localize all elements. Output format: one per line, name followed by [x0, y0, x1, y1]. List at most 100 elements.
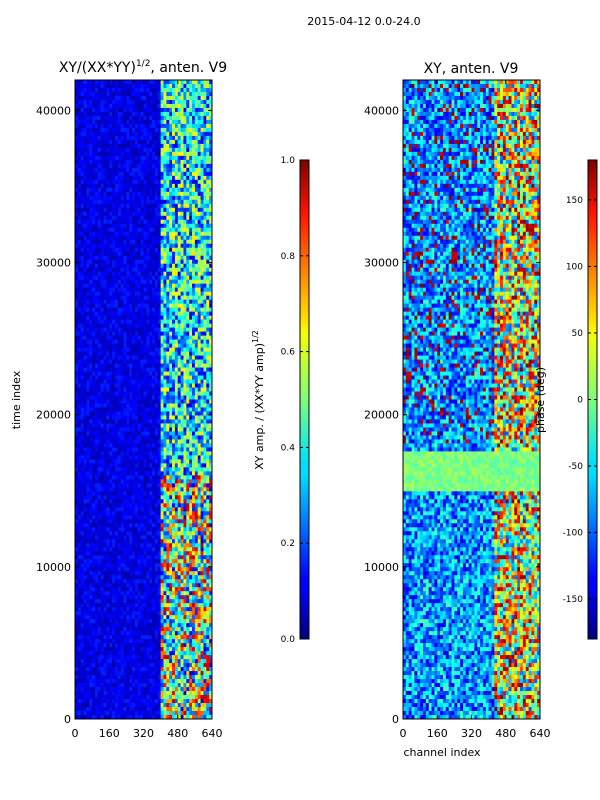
heatmap-cell: [103, 339, 107, 344]
heatmap-cell: [197, 291, 201, 297]
heatmap-cell: [149, 267, 153, 273]
heatmap-cell: [109, 95, 113, 101]
heatmap-cell: [192, 227, 196, 233]
heatmap-cell: [160, 387, 164, 392]
heatmap-cell: [100, 455, 104, 460]
heatmap-cell: [172, 195, 176, 201]
heatmap-cell: [160, 171, 164, 177]
heatmap-cell: [154, 379, 159, 384]
heatmap-cell: [154, 407, 159, 412]
heatmap-cell: [77, 191, 82, 197]
heatmap-cell: [183, 131, 187, 137]
heatmap-cell: [89, 451, 93, 456]
heatmap-cell: [134, 211, 139, 217]
heatmap-cell: [106, 271, 110, 277]
heatmap-cell: [132, 455, 136, 460]
heatmap-cell: [166, 95, 170, 101]
heatmap-cell: [166, 151, 170, 157]
heatmap-cell: [86, 471, 90, 476]
heatmap-cell: [166, 463, 170, 468]
heatmap-cell: [169, 319, 173, 325]
heatmap-cell: [126, 323, 130, 329]
heatmap-cell: [169, 99, 173, 105]
heatmap-cell: [157, 491, 162, 496]
heatmap-cell: [183, 479, 187, 484]
heatmap-cell: [94, 371, 99, 376]
heatmap-cell: [194, 231, 199, 237]
heatmap-cell: [83, 315, 87, 321]
heatmap-cell: [186, 127, 190, 133]
heatmap-cell: [194, 219, 199, 225]
heatmap-cell: [209, 231, 213, 237]
heatmap-cell: [157, 363, 162, 368]
heatmap-cell: [97, 251, 102, 257]
heatmap-cell: [77, 303, 82, 309]
heatmap-cell: [172, 359, 176, 364]
heatmap-cell: [75, 335, 79, 340]
heatmap-cell: [152, 243, 156, 249]
heatmap-cell: [83, 327, 87, 332]
heatmap-cell: [206, 275, 210, 281]
heatmap-cell: [169, 343, 173, 348]
heatmap-cell: [92, 279, 96, 285]
heatmap-cell: [123, 91, 127, 97]
heatmap-cell: [86, 99, 90, 105]
left-panel-title: XY/(XX*YY)1/2, anten. V9: [59, 59, 227, 76]
heatmap-cell: [77, 435, 82, 440]
heatmap-cell: [80, 279, 84, 285]
heatmap-cell: [97, 255, 102, 261]
heatmap-cell: [197, 335, 201, 340]
heatmap-cell: [89, 199, 93, 205]
heatmap-cell: [140, 191, 144, 197]
heatmap-cell: [109, 435, 113, 440]
heatmap-cell: [132, 203, 136, 209]
heatmap-cell: [114, 407, 119, 412]
heatmap-cell: [152, 467, 156, 472]
heatmap-cell: [114, 235, 119, 241]
heatmap-cell: [177, 395, 181, 400]
heatmap-cell: [132, 299, 136, 305]
heatmap-cell: [77, 231, 82, 237]
heatmap-cell: [123, 399, 127, 404]
heatmap-cell: [209, 403, 213, 408]
heatmap-cell: [103, 443, 107, 448]
heatmap-cell: [129, 223, 133, 229]
heatmap-cell: [197, 303, 201, 309]
heatmap-cell: [75, 179, 79, 185]
heatmap-cell: [189, 255, 193, 261]
heatmap-cell: [192, 467, 196, 472]
heatmap-cell: [123, 395, 127, 400]
heatmap-cell: [209, 83, 213, 89]
heatmap-cell: [209, 487, 213, 492]
heatmap-cell: [109, 383, 113, 388]
heatmap-cell: [112, 103, 116, 109]
heatmap-cell: [183, 179, 187, 185]
heatmap-cell: [186, 207, 190, 213]
heatmap-cell: [177, 183, 181, 189]
heatmap-cell: [75, 319, 79, 325]
heatmap-cell: [146, 443, 150, 448]
heatmap-cell: [106, 331, 110, 336]
heatmap-cell: [174, 239, 179, 245]
heatmap-cell: [174, 155, 179, 161]
heatmap-cell: [129, 335, 133, 340]
heatmap-cell: [89, 223, 93, 229]
heatmap-cell: [192, 215, 196, 221]
heatmap-cell: [154, 395, 159, 400]
heatmap-cell: [152, 323, 156, 329]
heatmap-cell: [129, 275, 133, 281]
heatmap-cell: [180, 311, 184, 317]
heatmap-cell: [112, 219, 116, 225]
heatmap-cell: [92, 219, 96, 225]
heatmap-cell: [186, 375, 190, 380]
heatmap-cell: [137, 483, 142, 488]
heatmap-cell: [140, 195, 144, 201]
heatmap-cell: [157, 191, 162, 197]
heatmap-cell: [137, 487, 142, 492]
heatmap-cell: [143, 339, 147, 344]
heatmap-cell: [169, 119, 173, 125]
heatmap-cell: [154, 143, 159, 149]
heatmap-cell: [106, 383, 110, 388]
heatmap-cell: [77, 415, 82, 420]
heatmap-cell: [89, 191, 93, 197]
